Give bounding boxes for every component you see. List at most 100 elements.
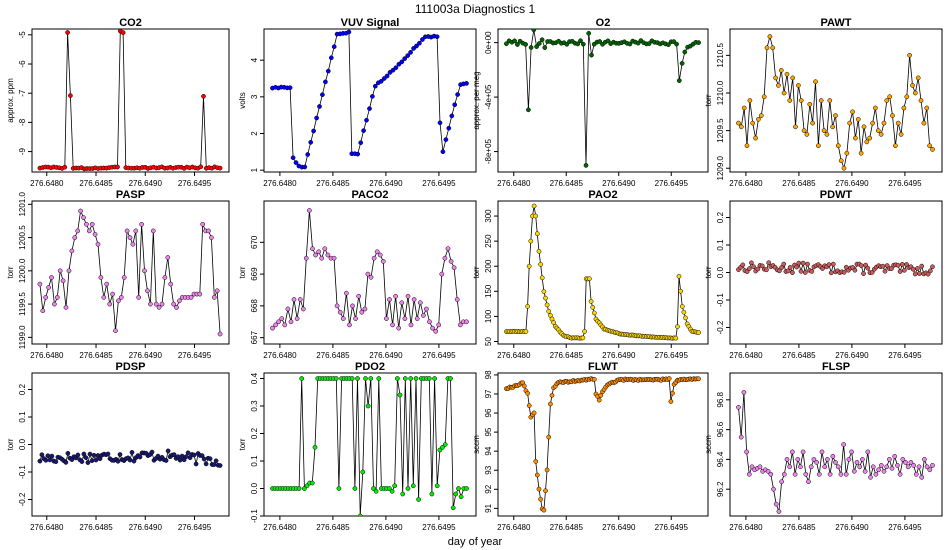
- y-tick-label: 1201.0: [18, 192, 27, 217]
- plot-frame: [497, 200, 709, 345]
- data-point: [214, 288, 220, 294]
- data-point: [193, 461, 199, 467]
- data-point: [827, 98, 833, 103]
- data-point: [427, 319, 432, 325]
- data-point: [822, 464, 828, 470]
- data-point: [907, 52, 912, 58]
- data-point: [908, 460, 914, 465]
- data-point: [884, 98, 890, 103]
- data-point: [54, 295, 60, 300]
- data-point: [410, 483, 416, 489]
- data-point: [411, 297, 417, 302]
- data-point: [113, 328, 118, 334]
- y-tick-label: -5: [18, 31, 27, 39]
- plot-frame: [31, 28, 230, 173]
- data-point: [355, 151, 361, 157]
- data-point: [768, 471, 774, 477]
- data-point: [185, 450, 191, 456]
- data-point: [448, 376, 453, 381]
- data-point: [316, 249, 322, 255]
- data-point: [916, 464, 922, 470]
- data-point: [347, 322, 352, 328]
- y-tick-label: 98: [484, 370, 493, 379]
- x-tick-label: 276.6480: [497, 179, 531, 188]
- y-axis-label: torr: [238, 266, 247, 278]
- y-axis-label: torr: [704, 94, 713, 106]
- x-tick-label: 276.6480: [497, 351, 531, 360]
- data-point: [827, 471, 833, 477]
- x-tick-label: 276.6485: [550, 351, 584, 360]
- data-point: [333, 376, 339, 381]
- data-point: [889, 266, 894, 271]
- data-point: [904, 94, 910, 100]
- y-axis-label: sccm: [472, 435, 481, 454]
- data-point: [835, 143, 841, 149]
- data-point: [666, 42, 671, 48]
- data-point: [862, 468, 868, 474]
- plot-frame: [729, 28, 943, 173]
- data-point: [313, 252, 318, 258]
- data-point: [876, 467, 881, 473]
- data-point: [40, 308, 46, 314]
- x-tick-label: 276.6495: [422, 523, 456, 532]
- data-point: [851, 468, 857, 474]
- y-tick-label: 1210.0: [716, 80, 725, 105]
- data-point: [912, 90, 918, 96]
- panel-flsp: FLSP 96.2 96.4 96.6 96.8 276.6480 276.6485 276.…: [704, 361, 943, 532]
- data-point: [830, 124, 835, 130]
- data-point: [596, 397, 602, 403]
- data-point: [826, 262, 832, 267]
- data-point: [800, 260, 806, 266]
- data-point: [101, 295, 107, 300]
- data-point: [296, 486, 302, 491]
- data-point: [867, 135, 873, 141]
- data-point: [43, 295, 49, 300]
- data-point: [213, 458, 219, 464]
- data-point: [525, 304, 530, 309]
- y-tick-label: 96.4: [716, 451, 725, 467]
- y-axis-label: torr: [6, 438, 15, 450]
- data-point: [893, 143, 898, 149]
- x-tick-label: 276.6485: [782, 351, 816, 360]
- data-point: [790, 270, 795, 275]
- data-point: [918, 98, 924, 103]
- data-point: [523, 42, 528, 47]
- data-point: [337, 309, 343, 315]
- data-point: [679, 61, 685, 66]
- panel-title: PAWT: [821, 17, 852, 29]
- y-tick-label: 250: [484, 234, 493, 248]
- data-point: [912, 271, 918, 277]
- x-tick-label: 276.6490: [835, 351, 869, 360]
- data-point: [381, 76, 387, 81]
- data-point: [203, 461, 209, 467]
- data-point: [93, 457, 99, 463]
- data-point: [49, 453, 55, 459]
- data-point: [924, 464, 930, 470]
- data-point: [808, 464, 814, 470]
- data-point: [131, 458, 137, 464]
- data-point: [276, 319, 281, 325]
- data-point: [675, 324, 680, 329]
- data-point: [165, 448, 171, 454]
- x-tick-label: 276.6495: [422, 351, 456, 360]
- x-tick-label: 276.6495: [178, 351, 212, 360]
- data-point: [464, 81, 469, 86]
- y-tick-label: 4: [250, 57, 259, 62]
- data-point: [541, 507, 547, 513]
- x-tick-label: 276.6495: [422, 179, 456, 188]
- data-point: [927, 268, 933, 274]
- data-point: [785, 268, 791, 274]
- data-point: [528, 45, 534, 50]
- data-point: [433, 328, 439, 334]
- data-point: [589, 52, 594, 58]
- data-point: [285, 306, 291, 312]
- data-point: [206, 228, 211, 234]
- data-point: [533, 459, 539, 464]
- data-point: [408, 322, 414, 328]
- data-point: [104, 281, 110, 287]
- data-point: [60, 278, 66, 284]
- data-point: [368, 376, 374, 381]
- data-point: [904, 262, 909, 267]
- data-point: [405, 293, 411, 299]
- data-point: [781, 90, 787, 96]
